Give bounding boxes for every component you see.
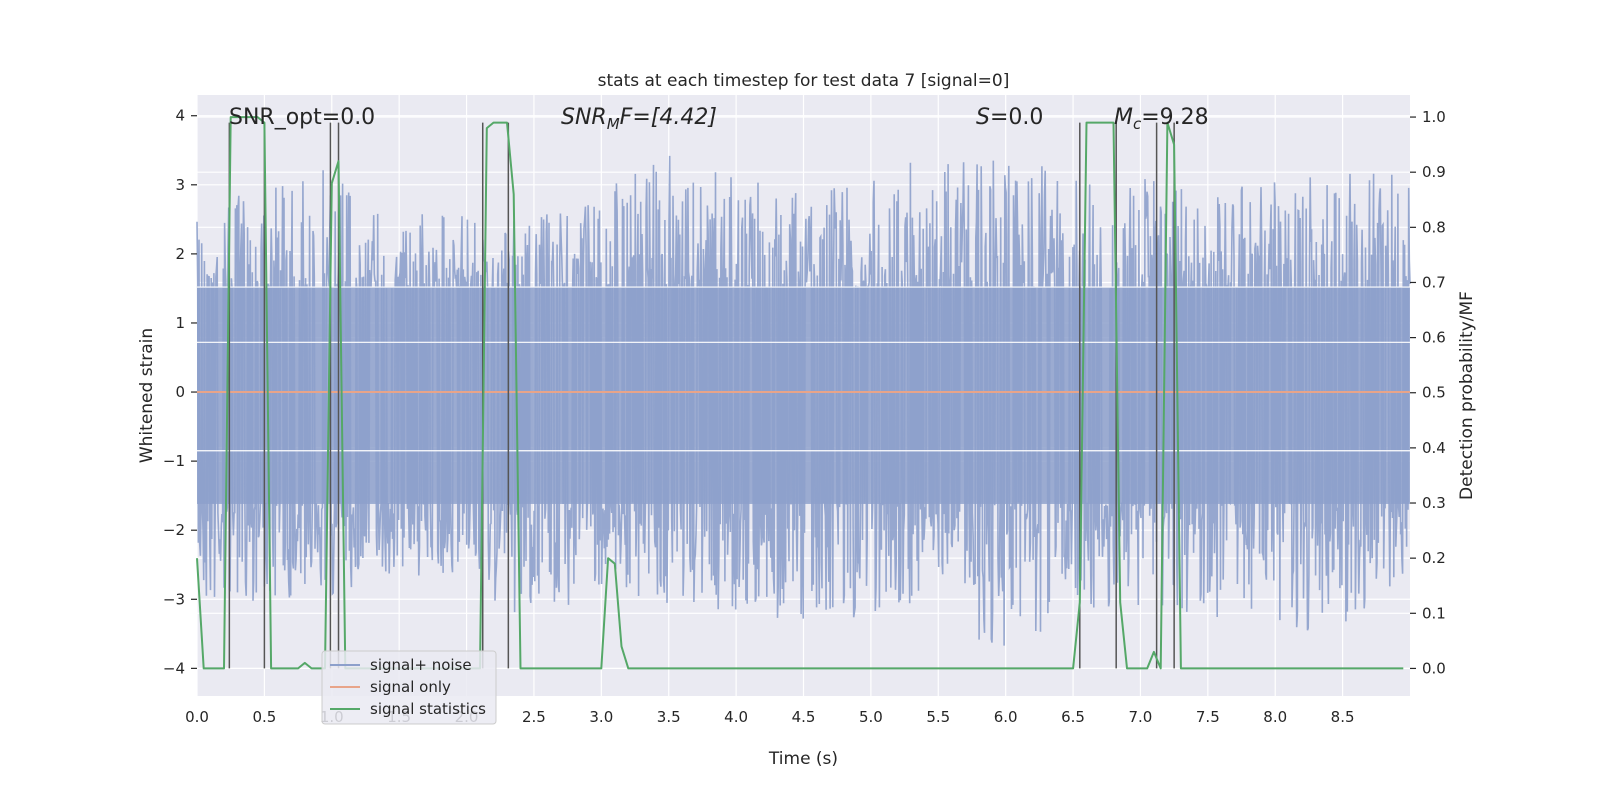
y-tick-label: 1 bbox=[175, 314, 185, 332]
x-tick-label: 2.5 bbox=[522, 708, 546, 726]
y-tick-label: 0 bbox=[175, 383, 185, 401]
y-tick-label: −1 bbox=[163, 452, 185, 470]
chart-title: stats at each timestep for test data 7 [… bbox=[598, 71, 1010, 91]
annotation-s: S=0.0 bbox=[976, 105, 1043, 130]
annotation-snr-opt: SNR_opt=0.0 bbox=[229, 105, 375, 130]
x-tick-label: 6.5 bbox=[1061, 708, 1085, 726]
noise-trace bbox=[196, 155, 1411, 646]
annotation-s-value: =0.0 bbox=[990, 105, 1043, 130]
x-tick-label: 7.5 bbox=[1196, 708, 1220, 726]
legend-label-signal-statistics: signal statistics bbox=[370, 700, 486, 718]
x-tick-label: 3.5 bbox=[657, 708, 681, 726]
y-tick-label: 3 bbox=[175, 176, 185, 194]
x-tick-label: 3.0 bbox=[589, 708, 613, 726]
x-tick-label: 7.0 bbox=[1129, 708, 1153, 726]
y2-tick-label: 0.0 bbox=[1422, 659, 1446, 677]
y2-tick-label: 0.2 bbox=[1422, 549, 1446, 567]
legend-label-signal-only: signal only bbox=[370, 678, 451, 696]
y2-tick-label: 0.5 bbox=[1422, 384, 1446, 402]
y-tick-label: 4 bbox=[175, 107, 185, 125]
y2-tick-label: 1.0 bbox=[1422, 108, 1446, 126]
annotation-snr-mf: SNRMF=[4.42] bbox=[561, 105, 717, 133]
x-tick-label: 8.5 bbox=[1331, 708, 1355, 726]
y2-tick-label: 0.3 bbox=[1422, 494, 1446, 512]
signal-plus-noise-series bbox=[196, 155, 1411, 646]
x-tick-label: 5.0 bbox=[859, 708, 883, 726]
legend-label-signal-plus-noise: signal+ noise bbox=[370, 656, 472, 674]
legend: signal+ noise signal only signal statist… bbox=[321, 650, 497, 725]
y2-axis-label: Detection probability/MF bbox=[1457, 291, 1477, 500]
y-tick-label: −2 bbox=[163, 521, 185, 539]
annotation-snr-mf-value: F=[4.42] bbox=[620, 105, 717, 130]
annotation-mc-subscript: c bbox=[1133, 115, 1142, 133]
signal-statistics-line bbox=[196, 116, 1404, 670]
annotation-s-symbol: S bbox=[976, 105, 990, 130]
y2-axis-ticks: 1.0 0.9 0.8 0.7 0.6 0.5 0.4 0.3 0.2 0.1 0.0 bbox=[1410, 108, 1446, 677]
signal-statistics-series bbox=[196, 116, 1404, 670]
x-tick-label: 5.5 bbox=[926, 708, 950, 726]
annotation-mc-symbol: M bbox=[1114, 105, 1133, 130]
y2-tick-label: 0.4 bbox=[1422, 439, 1446, 457]
x-tick-label: 4.5 bbox=[792, 708, 816, 726]
y2-tick-label: 0.6 bbox=[1422, 329, 1446, 347]
x-tick-label: 4.0 bbox=[724, 708, 748, 726]
legend-box bbox=[321, 650, 497, 725]
y2-tick-label: 0.8 bbox=[1422, 218, 1446, 236]
y-tick-label: −4 bbox=[163, 659, 185, 677]
y-axis-label: Whitened strain bbox=[137, 328, 157, 463]
annotation-mc-value: =9.28 bbox=[1141, 105, 1208, 130]
x-axis-label: Time (s) bbox=[768, 749, 838, 769]
annotation-mc: Mc=9.28 bbox=[1114, 105, 1209, 133]
y2-tick-label: 0.7 bbox=[1422, 273, 1446, 291]
x-tick-label: 8.0 bbox=[1263, 708, 1287, 726]
y-axis-ticks: 4 3 2 1 0 −1 −2 −3 −4 bbox=[163, 107, 197, 677]
annotation-snr-mf-subscript: M bbox=[607, 115, 620, 133]
y2-tick-label: 0.1 bbox=[1422, 604, 1446, 622]
x-tick-label: 0.0 bbox=[185, 708, 209, 726]
y-tick-label: 2 bbox=[175, 245, 185, 263]
y-tick-label: −3 bbox=[163, 590, 185, 608]
x-tick-label: 0.5 bbox=[252, 708, 276, 726]
annotation-snr-mf-symbol: SNR bbox=[561, 105, 607, 130]
y2-tick-label: 0.9 bbox=[1422, 163, 1446, 181]
x-tick-label: 6.0 bbox=[994, 708, 1018, 726]
